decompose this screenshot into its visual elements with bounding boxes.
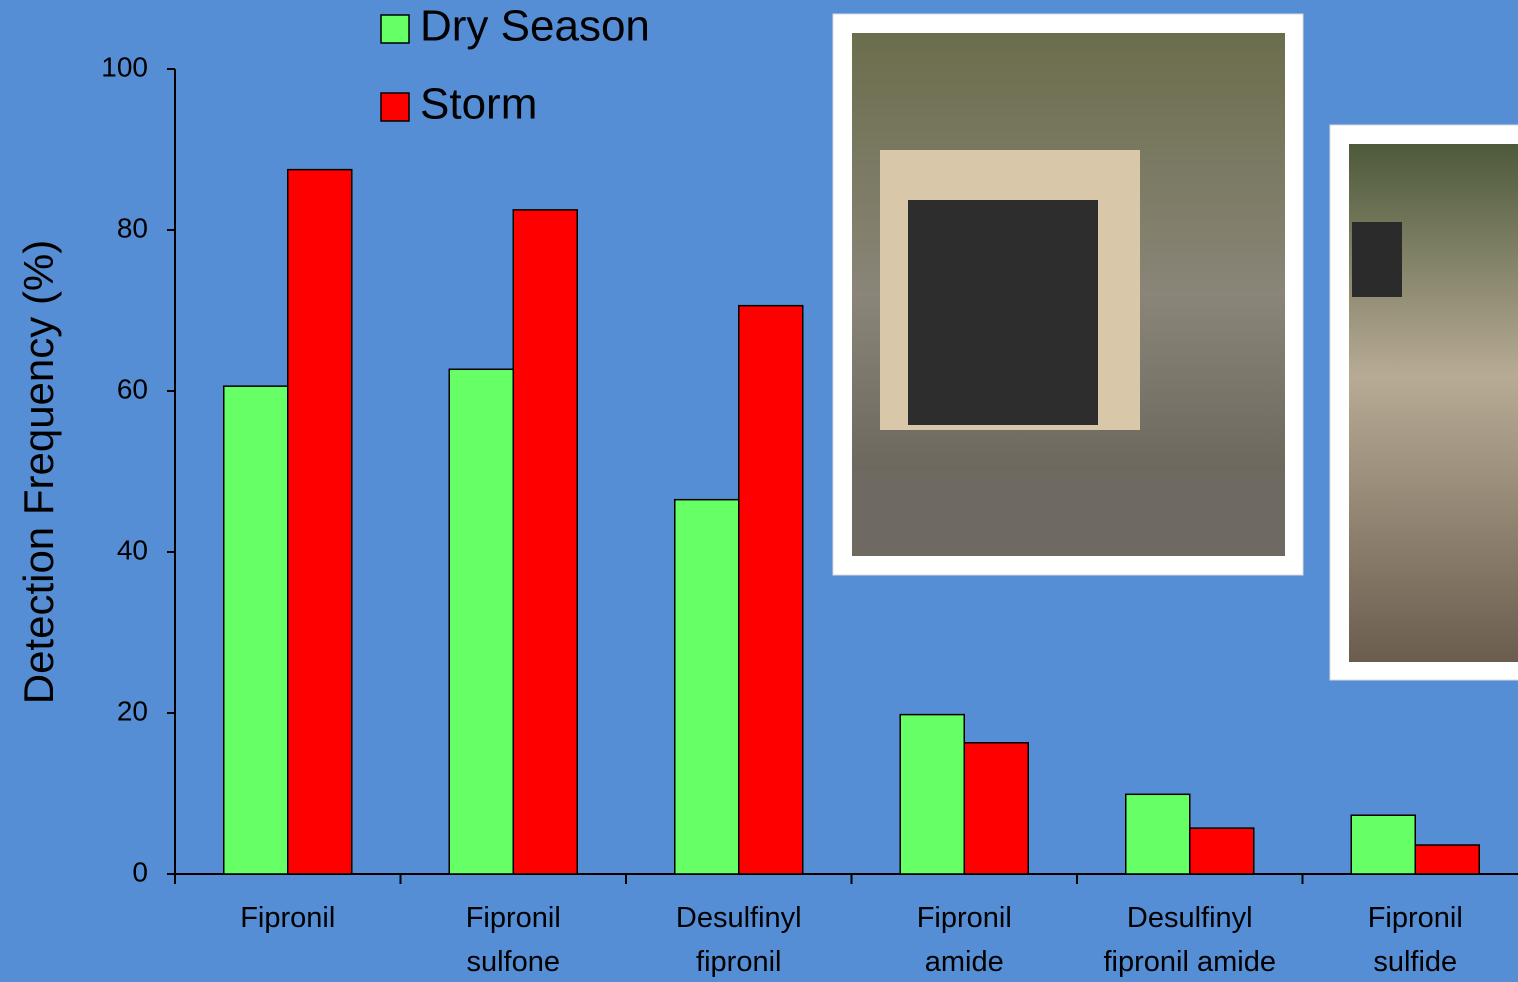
bar [223,385,289,875]
legend-swatch [380,92,410,122]
photo-storm [1329,124,1518,681]
y-tick-label: 40 [117,534,148,565]
x-tick-label: Desulfinyl fipronil [675,902,802,978]
y-tick-label: 0 [132,856,148,887]
y-tick-label: 80 [117,212,148,243]
x-tick-label: Fipronil sulfide [1367,902,1463,978]
bar [512,209,578,875]
x-tick-label: Desulfinyl fipronil amide [1103,902,1276,978]
bar [1125,793,1191,875]
bar [287,168,353,875]
x-tick-label: Fipronil amide [916,902,1012,978]
bar [963,742,1029,875]
legend-swatch [380,14,410,44]
bar [1414,844,1480,875]
x-tick-label: Fipronil [240,902,336,934]
y-tick-label: 100 [101,51,148,82]
bar [1189,827,1255,875]
photo-culvert [832,13,1304,576]
x-tick-label: Fipronil sulfone [465,902,561,978]
y-tick-label: 60 [117,373,148,404]
bar [448,368,514,875]
legend-label: Storm [420,80,537,129]
bar [738,304,804,875]
y-tick-label: 20 [117,695,148,726]
bar [674,498,740,875]
bar [1350,814,1416,875]
legend-label: Dry Season [420,2,650,51]
y-axis-title: Detection Frequency (%) [15,240,62,705]
bar [899,713,965,875]
